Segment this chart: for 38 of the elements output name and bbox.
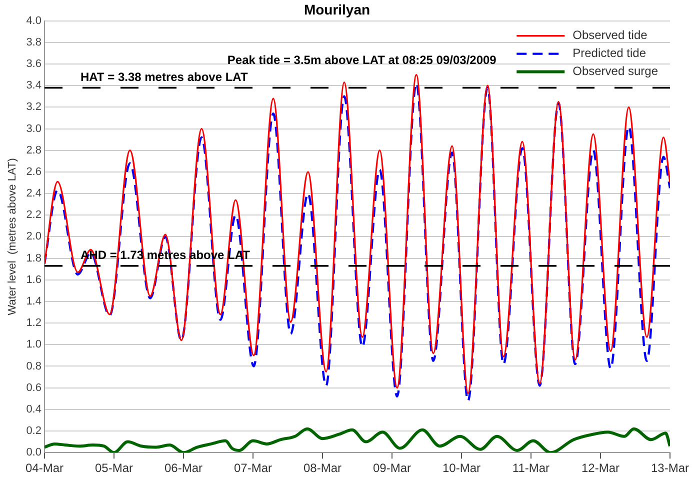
- legend-label: Observed surge: [572, 64, 658, 78]
- y-tick-label: 2.2: [26, 209, 42, 222]
- y-tick-label: 1.6: [26, 274, 42, 286]
- y-tick-label: 3.8: [26, 36, 42, 48]
- y-tick-label: 3.0: [26, 122, 42, 135]
- x-tick-label: 08-Mar: [303, 461, 342, 476]
- y-tick-label: 2.4: [26, 188, 42, 200]
- x-tick-label: 07-Mar: [234, 461, 272, 476]
- y-tick-label: 3.2: [26, 101, 42, 114]
- y-tick-label: 3.4: [26, 80, 42, 92]
- y-tick-label: 0.4: [26, 403, 42, 416]
- x-tick-label: 12-Mar: [581, 461, 620, 476]
- x-tick-label: 13-Mar: [650, 461, 690, 476]
- y-tick-label: 1.8: [26, 252, 42, 264]
- y-tick-label: 3.6: [26, 58, 42, 70]
- y-tick-label: 1.0: [26, 338, 42, 351]
- x-tick-label: 06-Mar: [164, 461, 202, 476]
- ref-line-label: HAT = 3.38 metres above LAT: [80, 70, 248, 84]
- x-tick-label: 11-Mar: [512, 461, 550, 476]
- y-tick-label: 2.6: [26, 166, 42, 178]
- annotation: Peak tide = 3.5m above LAT at 08:25 09/03/2009: [227, 53, 497, 68]
- y-tick-label: 0.8: [26, 360, 42, 372]
- legend-label: Predicted tide: [572, 46, 646, 60]
- y-tick-label: 0.2: [26, 425, 42, 438]
- x-tick-label: 10-Mar: [442, 461, 480, 476]
- x-tick-label: 09-Mar: [372, 461, 411, 476]
- y-tick-label: 1.2: [26, 317, 42, 330]
- legend-label: Observed tide: [572, 28, 648, 42]
- y-tick-label: 4.0: [26, 14, 42, 27]
- y-tick-label: 2.0: [26, 230, 42, 243]
- y-tick-label: 1.4: [26, 296, 42, 308]
- chart-title: Mourilyan: [304, 1, 370, 18]
- x-tick-label: 04-Mar: [25, 461, 64, 476]
- y-tick-label: 2.8: [26, 144, 42, 156]
- y-axis-title: Water level (metres above LAT): [6, 158, 19, 316]
- x-tick-label: 05-Mar: [94, 461, 133, 476]
- y-tick-label: 0.6: [26, 382, 42, 394]
- y-tick-label: 0.0: [26, 446, 42, 459]
